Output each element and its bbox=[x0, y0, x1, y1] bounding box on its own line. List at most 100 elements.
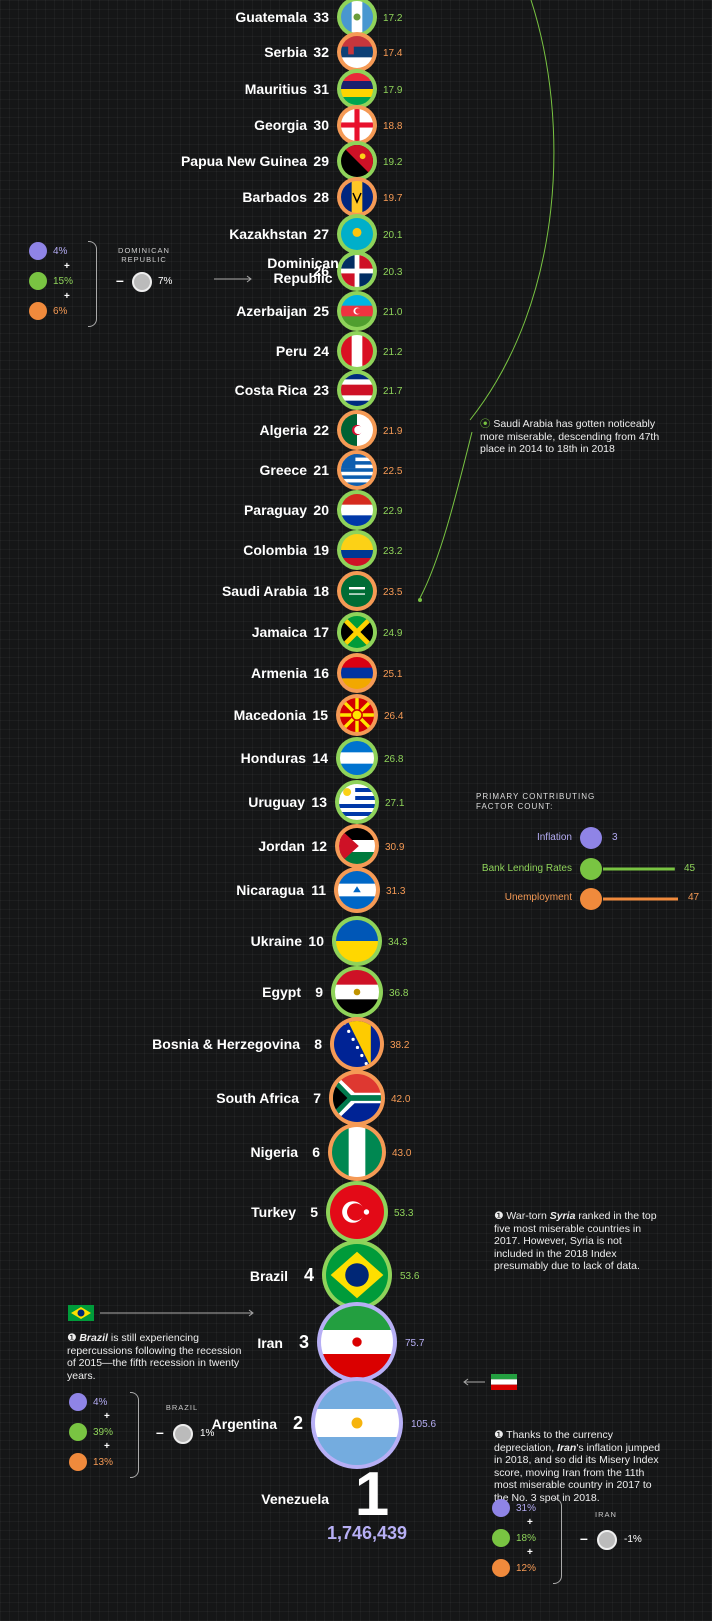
plus-sign: + bbox=[527, 1517, 533, 1528]
argentina-flag-icon bbox=[315, 1381, 399, 1465]
misery-score: 38.2 bbox=[390, 1040, 410, 1051]
rank-number: 18 bbox=[313, 583, 329, 599]
brazil-bank-pct: 39% bbox=[93, 1426, 114, 1438]
serbia-flag-icon bbox=[341, 36, 373, 68]
country-name: Nigeria bbox=[251, 1144, 299, 1160]
arrow-head bbox=[246, 275, 252, 283]
country-name: Armenia bbox=[251, 665, 307, 681]
iran-inflation-pct: 31% bbox=[516, 1502, 537, 1514]
rank-number: 27 bbox=[313, 226, 329, 242]
legend-count-unemployment: 47 bbox=[688, 892, 700, 903]
unemployment-icon bbox=[29, 302, 47, 320]
rank-number: 5 bbox=[310, 1204, 318, 1220]
dominican-inflation-row: 4% bbox=[29, 242, 67, 260]
plus-sign: + bbox=[527, 1547, 533, 1558]
country-name: Turkey bbox=[251, 1204, 296, 1220]
rank-number: 25 bbox=[313, 303, 329, 319]
country-row: 15 Macedonia 26.4 bbox=[234, 694, 404, 736]
country-name: South Africa bbox=[216, 1090, 299, 1106]
bank-lending-icon bbox=[29, 272, 47, 290]
country-row: 7 South Africa 42.0 bbox=[216, 1070, 411, 1126]
dominican-unemployment-pct: 6% bbox=[53, 305, 68, 317]
dominican-inflation-pct: 4% bbox=[53, 245, 68, 257]
algeria-flag-icon bbox=[341, 414, 373, 446]
misery-score: 31.3 bbox=[386, 886, 406, 897]
country-row: 24 Peru 21.2 bbox=[276, 331, 403, 371]
country-name: Bosnia & Herzegovina bbox=[152, 1036, 300, 1052]
country-row: 20 Paraguay 22.9 bbox=[244, 490, 403, 530]
misery-score: 43.0 bbox=[392, 1148, 412, 1159]
country-row: 22 Algeria 21.9 bbox=[260, 410, 403, 450]
country-row: 1 Venezuela 1,746,439 bbox=[261, 1460, 407, 1543]
country-name: Jordan bbox=[258, 838, 305, 854]
egypt-flag-icon bbox=[335, 970, 379, 1014]
brazil-title: BRAZIL bbox=[165, 1403, 199, 1412]
rank-number: 8 bbox=[314, 1036, 322, 1052]
dominican-gdp-pct: 7% bbox=[158, 276, 173, 287]
country-row: 2 Argentina 105.6 bbox=[212, 1377, 436, 1469]
turkey-flag-icon bbox=[330, 1185, 384, 1239]
jordan-flag-icon bbox=[339, 828, 375, 864]
rank-number: 6 bbox=[312, 1144, 320, 1160]
rank-number: 1 bbox=[355, 1460, 389, 1529]
country-row: 18 Saudi Arabia 23.5 bbox=[222, 571, 403, 611]
country-name: Kazakhstan bbox=[229, 226, 307, 242]
country-name: Mauritius bbox=[245, 81, 307, 97]
barbados-flag-icon bbox=[341, 181, 373, 213]
iran-inflation-row: 31% bbox=[492, 1499, 536, 1517]
georgia-flag-icon bbox=[341, 109, 373, 141]
country-row: 19 Colombia 23.2 bbox=[243, 530, 403, 570]
country-name: Costa Rica bbox=[235, 382, 308, 398]
bracket bbox=[88, 241, 97, 327]
iran-unemployment-pct: 12% bbox=[516, 1562, 537, 1574]
greece-flag-icon bbox=[341, 454, 373, 486]
misery-score: 19.7 bbox=[383, 193, 403, 204]
country-row: 32 Serbia 17.4 bbox=[264, 32, 403, 72]
connector-dot bbox=[418, 598, 422, 602]
misery-score: 34.3 bbox=[388, 937, 408, 948]
country-row: 5 Turkey 53.3 bbox=[251, 1181, 414, 1243]
country-name: Barbados bbox=[242, 189, 307, 205]
misery-score: 42.0 bbox=[391, 1094, 411, 1105]
misery-score: 30.9 bbox=[385, 842, 405, 853]
iran-gdp-pct: -1% bbox=[624, 1534, 642, 1545]
iran-title: IRAN bbox=[595, 1510, 617, 1519]
country-row: 31 Mauritius 17.9 bbox=[245, 69, 403, 109]
country-row: 13 Uruguay 27.1 bbox=[248, 780, 405, 824]
misery-score: 1,746,439 bbox=[327, 1523, 407, 1543]
azerbaijan-flag-icon bbox=[341, 295, 373, 327]
brazil-gdp-pct: 1% bbox=[200, 1428, 215, 1439]
country-name: Iran bbox=[257, 1335, 283, 1351]
inflation-icon bbox=[69, 1393, 87, 1411]
country-name: Saudi Arabia bbox=[222, 583, 307, 599]
bracket bbox=[553, 1498, 562, 1584]
rank-number: 24 bbox=[313, 343, 329, 359]
plus-sign: + bbox=[104, 1441, 110, 1452]
arrow-head bbox=[463, 1378, 469, 1386]
rank-number: 3 bbox=[299, 1332, 309, 1352]
armenia-flag-icon bbox=[341, 657, 373, 689]
peru-flag-icon bbox=[341, 335, 373, 367]
iran-unemployment-row: 12% bbox=[492, 1559, 536, 1577]
country-name: Venezuela bbox=[261, 1491, 329, 1507]
country-name: Paraguay bbox=[244, 502, 307, 518]
country-name: Jamaica bbox=[252, 624, 307, 640]
rank-number: 20 bbox=[313, 502, 329, 518]
iran-note: ❶ Thanks to the currency depreciation, I… bbox=[494, 1429, 661, 1504]
ukraine-flag-icon bbox=[336, 920, 378, 962]
country-row: 11 Nicaragua 31.3 bbox=[236, 867, 406, 913]
gdp-growth-icon bbox=[173, 1424, 193, 1444]
gdp-growth-icon bbox=[597, 1530, 617, 1550]
misery-score: 20.1 bbox=[383, 230, 403, 241]
rank-number: 33 bbox=[313, 9, 329, 25]
misery-score: 19.2 bbox=[383, 157, 403, 168]
bank-lending-icon bbox=[69, 1423, 87, 1441]
misery-score: 36.8 bbox=[389, 988, 409, 999]
saudi-flag-icon bbox=[341, 575, 373, 607]
misery-score: 18.8 bbox=[383, 121, 403, 132]
misery-score: 21.7 bbox=[383, 386, 403, 397]
country-row: 3 Iran 75.7 bbox=[257, 1302, 425, 1382]
misery-score: 21.2 bbox=[383, 347, 403, 358]
misery-score: 17.2 bbox=[383, 13, 403, 24]
